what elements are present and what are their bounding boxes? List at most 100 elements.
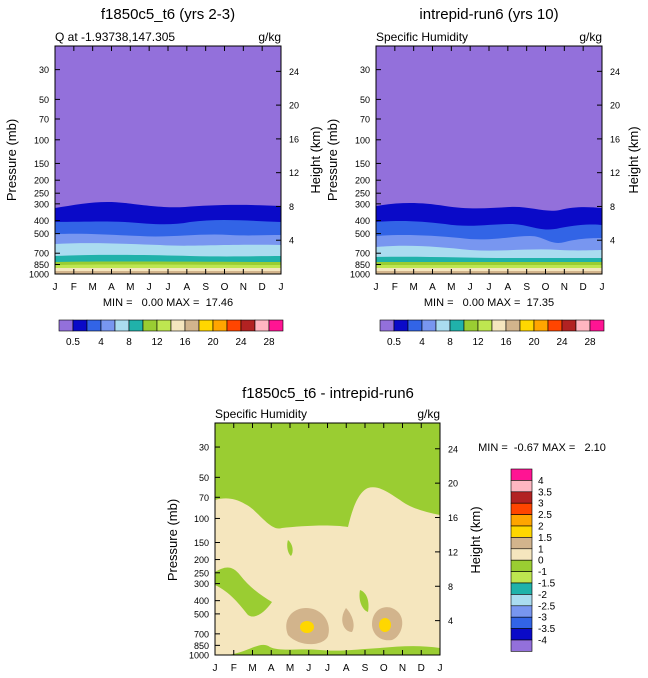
colorbar-swatch xyxy=(463,319,479,332)
y-tick-label: 300 xyxy=(194,579,209,589)
legend-swatch xyxy=(510,639,533,652)
x-tick-label: A xyxy=(343,663,350,674)
legend-label: -3 xyxy=(538,613,547,624)
y2-tick-label: 8 xyxy=(448,582,453,592)
x-tick-label: S xyxy=(523,282,530,293)
legend-label: 4 xyxy=(538,476,544,487)
colorbar-swatch xyxy=(491,319,507,332)
colorbar-label: 12 xyxy=(151,337,163,348)
y2-tick-label: 24 xyxy=(610,67,620,77)
colorbar-swatch xyxy=(254,319,270,332)
x-tick-label: F xyxy=(231,663,237,674)
y2-tick-label: 16 xyxy=(448,513,458,523)
y-tick-label: 500 xyxy=(34,229,49,239)
panel-3-colorbar: 43.532.521.510-1-1.5-2-2.5-3-3.5-4 xyxy=(510,468,556,652)
y-tick-label: 200 xyxy=(355,176,370,186)
y-tick-label: 50 xyxy=(199,473,209,483)
panel-3-green-top xyxy=(215,423,440,529)
colorbar-swatch xyxy=(184,319,200,332)
legend-swatch xyxy=(510,480,533,493)
legend-swatch xyxy=(510,502,533,515)
y-tick-label: 150 xyxy=(34,159,49,169)
legend-swatch xyxy=(510,594,533,607)
panel-3-yellow-right xyxy=(379,618,391,632)
panel-3-green-spot xyxy=(287,540,293,556)
y-tick-label: 700 xyxy=(355,249,370,259)
x-tick-label: J xyxy=(306,663,311,674)
y-tick-label: 100 xyxy=(355,135,370,145)
panel-1-y2label: Height (km) xyxy=(308,126,323,193)
panel-2-stats: MIN = 0.00 MAX = 17.35 xyxy=(424,297,554,309)
legend-label: 3.5 xyxy=(538,487,552,498)
panel-3-green-mid xyxy=(359,590,369,612)
x-tick-label: A xyxy=(108,282,115,293)
panel-2-axes: J F M A M J J A S O N D J305070100150200250300400500… xyxy=(350,46,620,293)
panel-3-ylabel: Pressure (mb) xyxy=(165,499,180,581)
x-tick-label: J xyxy=(147,282,152,293)
legend-label: -3.5 xyxy=(538,624,556,635)
x-tick-label: J xyxy=(600,282,605,293)
colorbar-swatch xyxy=(575,319,591,332)
colorbar-swatch xyxy=(114,319,130,332)
colorbar-swatch xyxy=(561,319,577,332)
panel-3-contours xyxy=(215,423,440,655)
colorbar-swatch xyxy=(477,319,493,332)
colorbar-swatch xyxy=(589,319,605,332)
x-tick-label: S xyxy=(202,282,209,293)
x-tick-label: J xyxy=(279,282,284,293)
x-tick-label: S xyxy=(362,663,369,674)
colorbar-label: 4 xyxy=(98,337,104,348)
y-tick-label: 70 xyxy=(39,115,49,125)
colorbar-swatch xyxy=(519,319,535,332)
panel-3-tan-mid xyxy=(342,608,354,632)
x-tick-label: J xyxy=(53,282,58,293)
panel-2-title: intrepid-run6 (yrs 10) xyxy=(419,6,558,23)
legend-swatch xyxy=(510,559,533,572)
x-tick-label: A xyxy=(504,282,511,293)
y2-tick-label: 8 xyxy=(289,202,294,212)
colorbar-swatch xyxy=(547,319,563,332)
x-tick-label: A xyxy=(183,282,190,293)
colorbar-swatch xyxy=(505,319,521,332)
colorbar-label: 20 xyxy=(528,337,540,348)
legend-label: 1 xyxy=(538,544,544,555)
legend-swatch xyxy=(510,537,533,550)
y2-tick-label: 12 xyxy=(289,168,299,178)
legend-swatch xyxy=(510,514,533,527)
colorbar-swatch xyxy=(72,319,88,332)
legend-swatch xyxy=(510,605,533,618)
y-tick-label: 30 xyxy=(360,65,370,75)
panel-1-units: g/kg xyxy=(258,30,281,44)
y-tick-label: 700 xyxy=(34,249,49,259)
y-tick-label: 400 xyxy=(34,216,49,226)
x-tick-label: M xyxy=(88,282,96,293)
panel-2-ylabel: Pressure (mb) xyxy=(325,119,340,201)
y-tick-label: 250 xyxy=(34,189,49,199)
x-tick-label: D xyxy=(259,282,266,293)
y-tick-label: 200 xyxy=(34,176,49,186)
x-tick-label: M xyxy=(126,282,134,293)
colorbar-swatch xyxy=(407,319,423,332)
x-tick-label: M xyxy=(286,663,294,674)
legend-label: 2.5 xyxy=(538,510,552,521)
legend-swatch xyxy=(510,548,533,561)
panel-3-green-bottom xyxy=(228,644,440,655)
panel-3-y2label: Height (km) xyxy=(468,506,483,573)
y-tick-label: 400 xyxy=(355,216,370,226)
y-tick-label: 100 xyxy=(194,514,209,524)
y-tick-label: 50 xyxy=(39,95,49,105)
colorbar-swatch xyxy=(226,319,242,332)
colorbar-label: 4 xyxy=(419,337,425,348)
x-tick-label: A xyxy=(268,663,275,674)
y-tick-label: 150 xyxy=(194,538,209,548)
y2-tick-label: 4 xyxy=(610,236,615,246)
panel-1-ylabel: Pressure (mb) xyxy=(4,119,19,201)
y2-tick-label: 24 xyxy=(289,67,299,77)
y-tick-label: 30 xyxy=(199,443,209,453)
legend-label: -2 xyxy=(538,590,547,601)
x-tick-label: N xyxy=(561,282,568,293)
x-tick-label: M xyxy=(248,663,256,674)
colorbar-label: 16 xyxy=(179,337,191,348)
y-tick-label: 250 xyxy=(355,189,370,199)
